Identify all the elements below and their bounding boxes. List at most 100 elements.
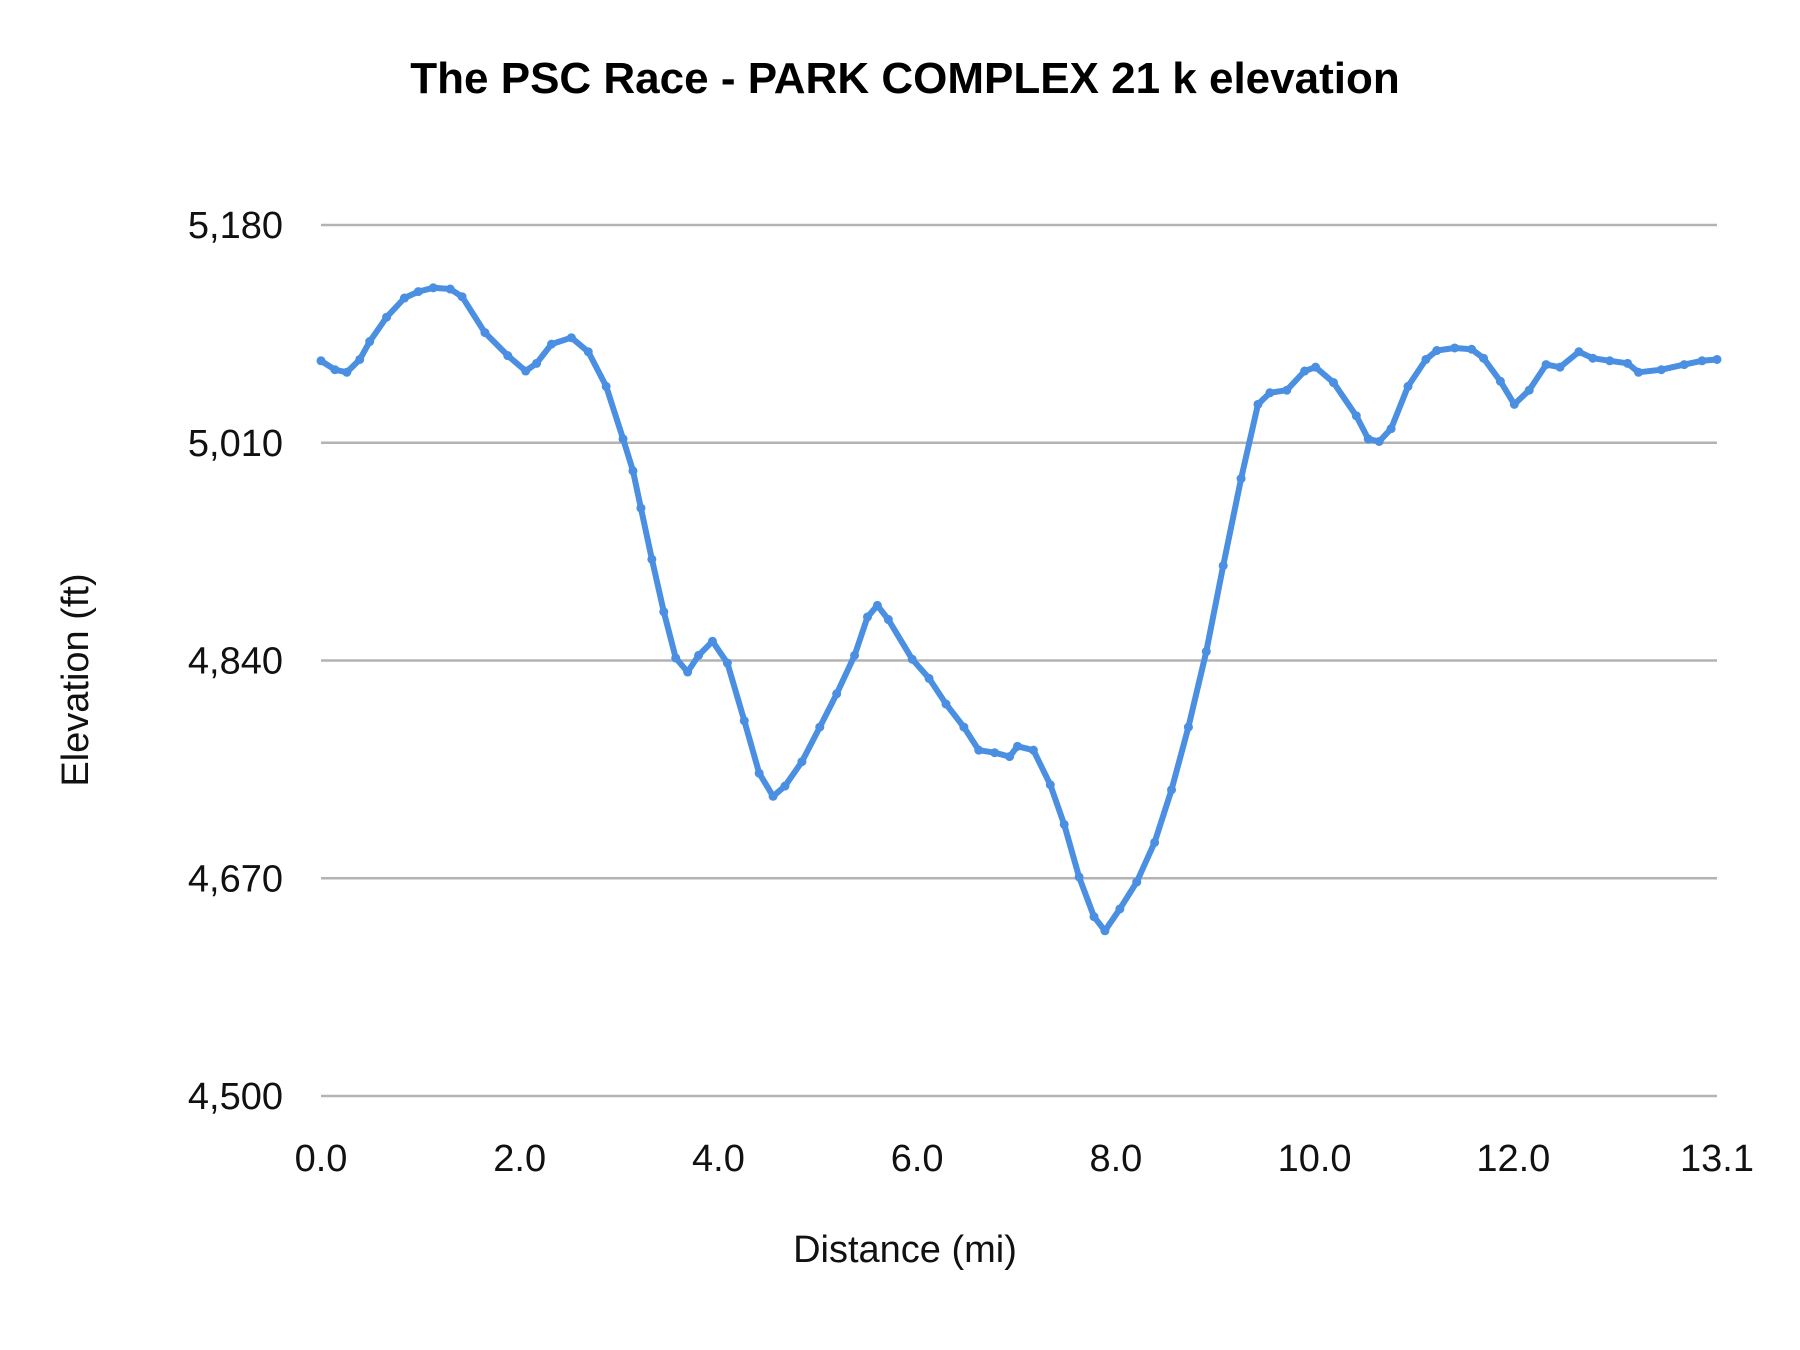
y-tick-label: 4,840 [188,641,283,683]
data-point [1089,912,1099,922]
data-point [457,292,467,302]
data-point [959,722,969,732]
data-point [583,347,593,357]
y-tick-label: 5,010 [188,423,283,465]
data-point [1697,356,1707,366]
data-point [694,650,704,660]
data-point [1311,362,1321,372]
data-point [1421,354,1431,364]
data-point [1045,780,1055,790]
data-point [342,367,352,377]
data-point [1479,353,1489,363]
x-tick-label: 8.0 [1089,1138,1142,1180]
data-point [768,791,778,801]
data-point [532,358,542,368]
data-point [399,293,409,303]
data-point [941,699,951,709]
data-point [1495,376,1505,386]
data-point [1712,354,1722,364]
data-point [445,284,455,294]
data-point [1236,474,1246,484]
data-point [1265,388,1275,398]
data-point [316,356,326,366]
data-point [628,466,638,476]
x-axis-title: Distance (mi) [793,1229,1017,1271]
data-point [1167,785,1177,795]
data-point [1028,745,1038,755]
data-point [1363,434,1373,444]
data-point [1132,877,1142,887]
x-tick-label: 10.0 [1278,1138,1352,1180]
chart-title: The PSC Race - PARK COMPLEX 21 k elevati… [410,54,1399,103]
data-point [413,287,423,297]
data-point [1282,385,1292,395]
data-point [974,745,984,755]
series-elevation [316,283,1722,936]
data-point [547,339,557,349]
data-point [862,612,872,622]
x-tick-label: 4.0 [692,1138,745,1180]
data-point [1605,356,1615,366]
data-point [566,333,576,343]
data-point [707,636,717,646]
data-point [739,716,749,726]
data-point [428,283,438,293]
data-point [1679,360,1689,370]
data-point [1328,378,1338,388]
data-point [636,503,646,513]
data-point [1100,926,1110,936]
x-tick-label: 0.0 [295,1138,348,1180]
x-tick-label: 13.1 [1680,1138,1754,1180]
data-point [480,328,490,338]
y-tick-label: 4,500 [188,1076,283,1118]
data-point [1467,344,1477,354]
data-point [1524,385,1534,395]
data-point [1432,346,1442,356]
x-tick-label: 12.0 [1476,1138,1550,1180]
data-point [1374,436,1384,446]
data-point [990,748,1000,758]
y-tick-label: 5,180 [188,205,283,247]
data-point [1555,362,1565,372]
data-point [671,653,681,663]
y-tick-labels: 5,180 5,010 4,840 4,670 4,500 [188,205,283,1118]
data-point [832,689,842,699]
data-point [1588,353,1598,363]
data-point [1115,904,1125,914]
x-tick-labels: 0.0 2.0 4.0 6.0 8.0 10.0 12.0 13.1 [295,1138,1754,1180]
data-point [907,654,917,664]
data-point [872,600,882,610]
data-point [382,312,392,322]
data-point [365,337,375,347]
data-point [1013,741,1023,751]
data-point [330,365,340,375]
data-point [1509,399,1519,409]
data-point [683,667,693,677]
data-point [780,781,790,791]
data-point [659,607,669,617]
data-point [1253,399,1263,409]
data-point [850,650,860,660]
data-point [618,434,628,444]
data-point [521,366,531,376]
data-point [1541,360,1551,370]
data-point [1150,837,1160,847]
data-point [1656,365,1666,375]
data-point [1201,647,1211,657]
data-point [883,615,893,625]
data-point [1623,358,1633,368]
data-point [924,673,934,683]
data-point [754,768,764,778]
data-point [647,554,657,564]
data-point [797,757,807,767]
gridlines [321,223,1717,1098]
y-axis-title: Elevation (ft) [55,573,97,786]
data-point [601,381,611,391]
data-point [1386,424,1396,434]
data-point [503,351,513,361]
data-point [1634,367,1644,377]
data-point [722,658,732,668]
data-point [1074,872,1084,882]
data-point [1574,347,1584,357]
